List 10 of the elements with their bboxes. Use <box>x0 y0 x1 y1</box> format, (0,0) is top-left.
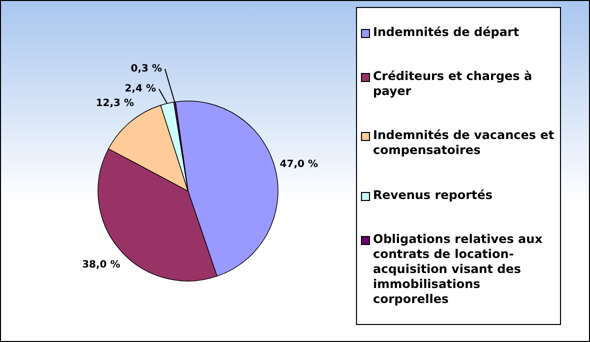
legend-label: Indemnités de vacances et compensatoires <box>373 128 556 158</box>
data-label: 2,4 % <box>124 84 156 94</box>
legend-label: Obligations relatives aux contrats de location-acquisition visant des immobilisations corporelles <box>373 232 544 308</box>
legend-label: Créditeurs et charges à payer <box>373 69 534 100</box>
legend-label: Indemnités de départ <box>373 24 520 40</box>
data-label: 38,0 % <box>82 259 120 270</box>
data-label: 0,3 % <box>130 64 162 74</box>
data-label: 47,0 % <box>280 159 318 170</box>
data-label: 12,3 % <box>96 98 134 109</box>
legend-label: Revenus reportés <box>373 188 493 203</box>
